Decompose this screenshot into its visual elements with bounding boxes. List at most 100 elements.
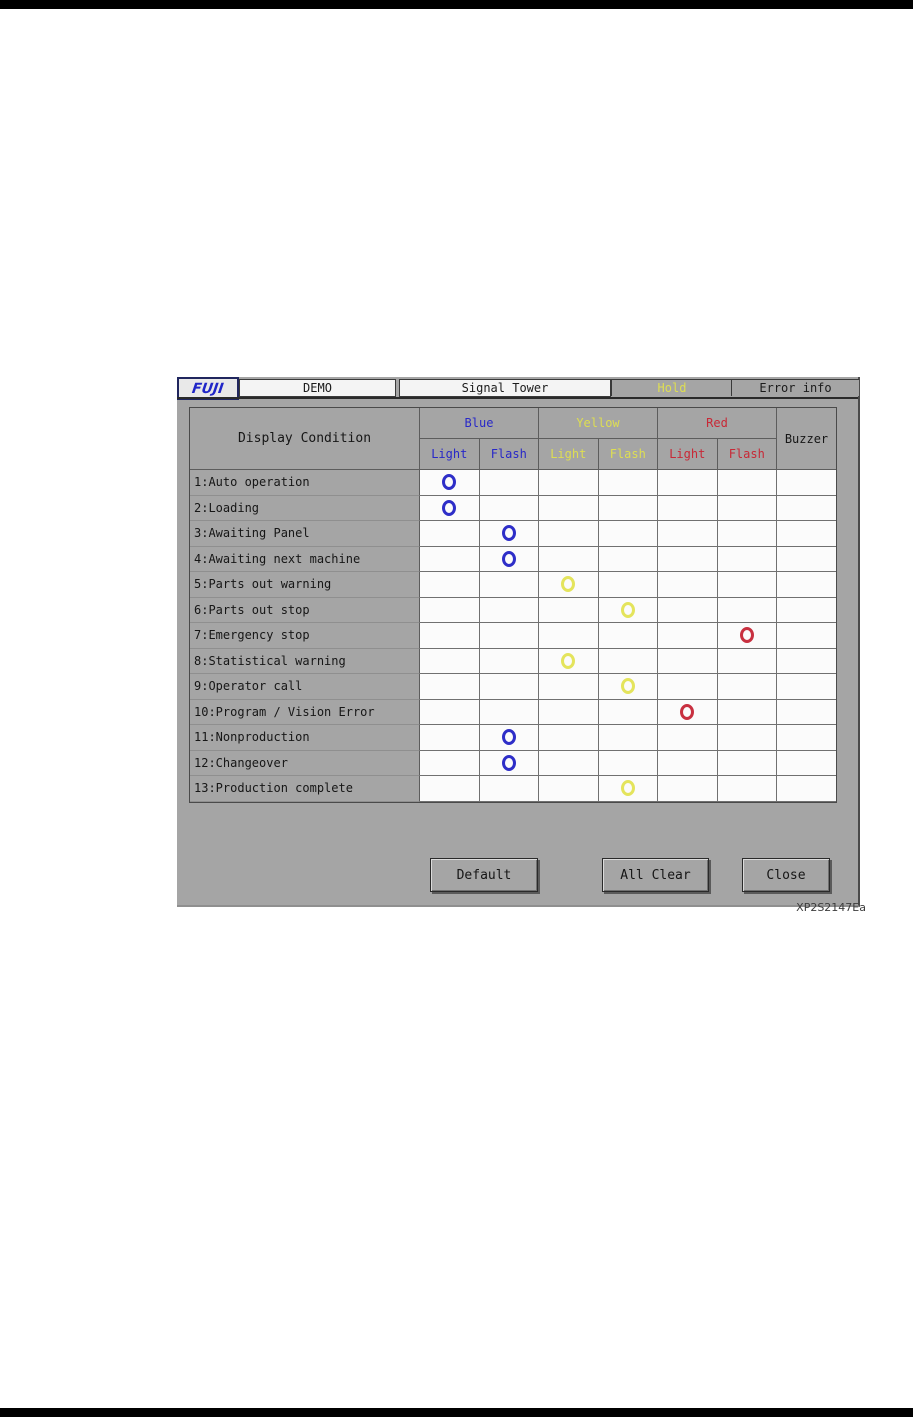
signal-cell[interactable] (658, 776, 718, 802)
condition-label: 10:Program / Vision Error (190, 699, 420, 725)
signal-cell[interactable] (598, 648, 658, 674)
default-button[interactable]: Default (430, 858, 538, 892)
signal-cell[interactable] (658, 470, 718, 496)
buzzer-cell[interactable] (777, 648, 836, 674)
signal-cell[interactable] (420, 521, 480, 547)
signal-cell[interactable] (658, 674, 718, 700)
signal-cell[interactable] (658, 623, 718, 649)
signal-cell[interactable] (717, 699, 777, 725)
signal-cell[interactable] (717, 495, 777, 521)
signal-cell[interactable] (598, 470, 658, 496)
signal-cell[interactable] (420, 495, 480, 521)
signal-cell[interactable] (658, 648, 718, 674)
signal-cell[interactable] (539, 648, 599, 674)
signal-cell[interactable] (658, 699, 718, 725)
signal-cell[interactable] (420, 572, 480, 598)
signal-cell[interactable] (658, 495, 718, 521)
signal-cell[interactable] (658, 597, 718, 623)
signal-cell[interactable] (658, 750, 718, 776)
buzzer-cell[interactable] (777, 572, 836, 598)
signal-cell[interactable] (717, 776, 777, 802)
signal-cell[interactable] (598, 546, 658, 572)
signal-cell[interactable] (539, 725, 599, 751)
signal-cell[interactable] (717, 648, 777, 674)
signal-cell[interactable] (539, 470, 599, 496)
signal-cell[interactable] (539, 776, 599, 802)
signal-cell[interactable] (420, 674, 480, 700)
signal-cell[interactable] (479, 521, 539, 547)
signal-cell[interactable] (598, 699, 658, 725)
signal-cell[interactable] (539, 674, 599, 700)
signal-cell[interactable] (717, 521, 777, 547)
signal-cell[interactable] (420, 648, 480, 674)
signal-cell[interactable] (539, 597, 599, 623)
signal-cell[interactable] (717, 750, 777, 776)
signal-cell[interactable] (479, 699, 539, 725)
signal-cell[interactable] (539, 495, 599, 521)
signal-cell[interactable] (539, 623, 599, 649)
signal-cell[interactable] (539, 699, 599, 725)
signal-cell[interactable] (658, 546, 718, 572)
signal-cell[interactable] (598, 776, 658, 802)
signal-cell[interactable] (598, 725, 658, 751)
signal-cell[interactable] (539, 750, 599, 776)
signal-cell[interactable] (420, 725, 480, 751)
signal-cell[interactable] (420, 597, 480, 623)
signal-cell[interactable] (717, 572, 777, 598)
signal-cell[interactable] (479, 470, 539, 496)
signal-cell[interactable] (420, 470, 480, 496)
signal-cell[interactable] (479, 750, 539, 776)
signal-cell[interactable] (479, 572, 539, 598)
signal-cell[interactable] (658, 725, 718, 751)
signal-cell[interactable] (598, 623, 658, 649)
signal-cell[interactable] (539, 546, 599, 572)
signal-cell[interactable] (598, 521, 658, 547)
buzzer-cell[interactable] (777, 725, 836, 751)
signal-cell[interactable] (717, 546, 777, 572)
signal-cell[interactable] (479, 776, 539, 802)
red-light-header: Light (658, 439, 718, 470)
signal-cell[interactable] (539, 572, 599, 598)
error-info-button[interactable]: Error info (731, 379, 859, 396)
signal-mark-circle (561, 652, 576, 669)
buzzer-cell[interactable] (777, 495, 836, 521)
signal-cell[interactable] (598, 674, 658, 700)
close-button[interactable]: Close (742, 858, 830, 892)
signal-cell[interactable] (420, 776, 480, 802)
signal-cell[interactable] (539, 521, 599, 547)
signal-cell[interactable] (598, 597, 658, 623)
buzzer-cell[interactable] (777, 623, 836, 649)
signal-cell[interactable] (598, 495, 658, 521)
signal-cell[interactable] (479, 623, 539, 649)
signal-cell[interactable] (420, 750, 480, 776)
buzzer-cell[interactable] (777, 750, 836, 776)
buzzer-cell[interactable] (777, 521, 836, 547)
buzzer-cell[interactable] (777, 546, 836, 572)
buzzer-cell[interactable] (777, 470, 836, 496)
buzzer-cell[interactable] (777, 776, 836, 802)
yellow-light-header: Light (539, 439, 599, 470)
signal-cell[interactable] (717, 725, 777, 751)
signal-cell[interactable] (598, 750, 658, 776)
signal-cell[interactable] (479, 495, 539, 521)
signal-cell[interactable] (479, 546, 539, 572)
all-clear-button[interactable]: All Clear (602, 858, 709, 892)
buzzer-cell[interactable] (777, 674, 836, 700)
signal-cell[interactable] (420, 546, 480, 572)
signal-cell[interactable] (717, 470, 777, 496)
signal-cell[interactable] (658, 521, 718, 547)
signal-cell[interactable] (479, 725, 539, 751)
buzzer-cell[interactable] (777, 597, 836, 623)
signal-cell[interactable] (717, 597, 777, 623)
signal-cell[interactable] (479, 597, 539, 623)
signal-cell[interactable] (420, 623, 480, 649)
signal-cell[interactable] (598, 572, 658, 598)
signal-cell[interactable] (479, 648, 539, 674)
signal-cell[interactable] (420, 699, 480, 725)
screen-title-field: Signal Tower (399, 379, 611, 397)
signal-cell[interactable] (479, 674, 539, 700)
signal-cell[interactable] (717, 623, 777, 649)
signal-cell[interactable] (717, 674, 777, 700)
signal-cell[interactable] (658, 572, 718, 598)
buzzer-cell[interactable] (777, 699, 836, 725)
